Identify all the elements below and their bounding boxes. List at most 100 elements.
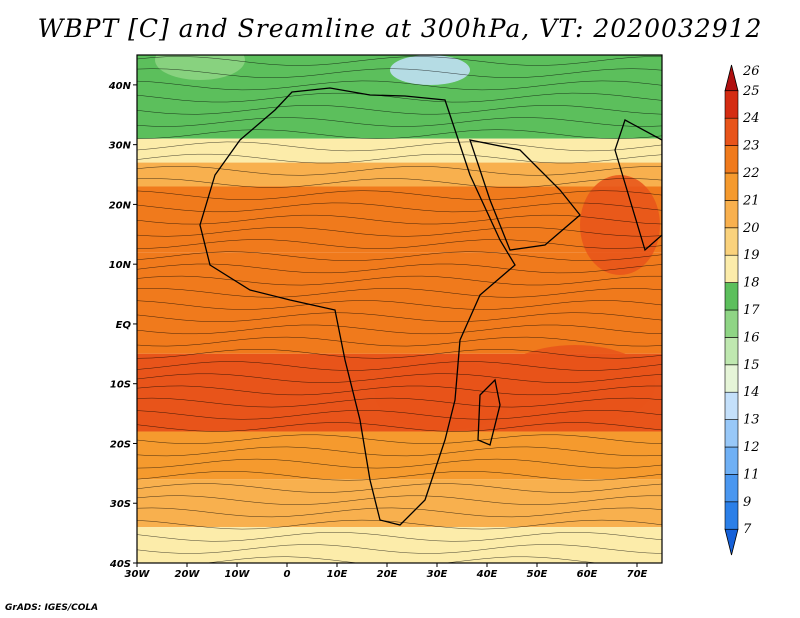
colorbar-swatch [724,309,739,338]
streamline [137,422,662,432]
streamline [137,117,662,127]
colorbar-label: 16 [743,330,760,345]
streamline [137,519,662,530]
streamline [137,336,662,347]
colorbar-swatch [724,391,739,420]
lon-tick-label: 30E [427,569,448,580]
streamline [137,202,662,213]
colorbar-swatch [724,254,739,283]
streamline [137,312,662,322]
longitude-tick-labels: 30W 20W 10W 0 10E 20E 30E 40E 50E 60E 70E [125,563,648,580]
colorbar-arrow-low [724,528,739,556]
streamline [137,263,662,274]
streamline [137,153,662,164]
streamline [137,105,662,115]
lon-tick-label: 50E [527,569,548,580]
grads-credit: GrADS: IGES/COLA [5,603,99,613]
wbpt-band [137,252,662,354]
india-coastline [614,119,662,252]
lon-tick-label: 30W [125,569,151,580]
streamline [137,385,662,396]
streamline [137,129,662,139]
lat-tick-label: 10S [110,380,131,391]
streamline [137,532,662,542]
streamline [137,166,662,176]
map-frame [136,54,663,564]
streamline [137,361,662,371]
streamline [137,275,662,286]
streamline [137,483,662,493]
colorbar-swatch [724,227,739,256]
lat-tick-label: 30N [109,141,132,152]
wbpt-band [137,431,662,480]
colorbar-label: 26 [742,64,760,79]
wbpt-band [137,162,662,187]
colorbar-label: 20 [742,221,760,236]
streamline [137,410,662,420]
colorbar-label: 13 [743,413,760,428]
streamline [137,458,662,469]
colorbar-label: 15 [743,358,760,373]
lon-tick-label: 10E [327,569,348,580]
lat-tick-label: 40S [109,559,131,570]
streamline [137,80,662,91]
colorbar-label: 11 [743,467,760,482]
madagascar-coastline [477,378,501,446]
streamline [137,349,662,359]
streamline [137,300,662,310]
streamline [137,239,662,249]
streamline [137,495,662,505]
streamline [137,471,662,481]
colorbar-label: 21 [742,193,760,208]
colorbar-arrow-high [724,64,739,92]
arabia-coastline [469,139,581,251]
latitude-tick-labels: 40N 30N 20N 10N EQ 10S 20S 30S 40S [108,81,137,570]
streamline [137,373,662,383]
colorbar-swatch [724,117,739,146]
streamline [137,190,662,200]
wbpt-patch [580,175,660,275]
lat-tick-label: 40N [108,81,132,92]
colorbar-label: 17 [743,303,760,318]
lat-tick-label: EQ [116,320,132,331]
colorbar-label: 18 [743,276,760,291]
streamline [137,288,662,298]
streamlines [137,56,662,563]
lon-tick-label: 20W [175,569,201,580]
lat-tick-label: 20S [110,439,131,450]
wbpt-band [137,479,662,528]
streamline [137,68,662,78]
streamline [137,227,662,237]
streamline [137,141,662,152]
colorbar-label: 12 [743,440,760,455]
streamline [137,324,662,335]
colorbar-label: 7 [743,522,752,537]
streamline [137,507,662,518]
wbpt-patch [390,55,470,85]
streamline [137,446,662,457]
streamline [137,397,662,408]
streamline [137,434,662,444]
colorbar-swatch [724,200,739,229]
lon-tick-label: 20E [377,569,398,580]
streamline [137,251,662,261]
colorbar-swatch [724,337,739,366]
streamline [137,214,662,225]
coastlines [199,87,662,526]
colorbar-label: 25 [742,84,760,99]
lat-tick-label: 30S [110,499,131,510]
lon-tick-label: 0 [284,569,291,580]
lon-tick-label: 60E [577,569,598,580]
streamline [137,92,662,103]
lon-tick-label: 40E [476,569,498,580]
wbpt-band [137,527,662,563]
map-title: WBPT [C] and Sreamline at 300hPa, VT: 20… [37,14,763,43]
colorbar-label: 23 [742,139,760,154]
colorbar-label: 24 [742,111,760,126]
colorbar-swatch [724,90,739,119]
colorbar-swatch [724,172,739,201]
colorbar-swatch [724,364,739,393]
wbpt-field [137,55,662,563]
wbpt-patch [495,345,655,425]
